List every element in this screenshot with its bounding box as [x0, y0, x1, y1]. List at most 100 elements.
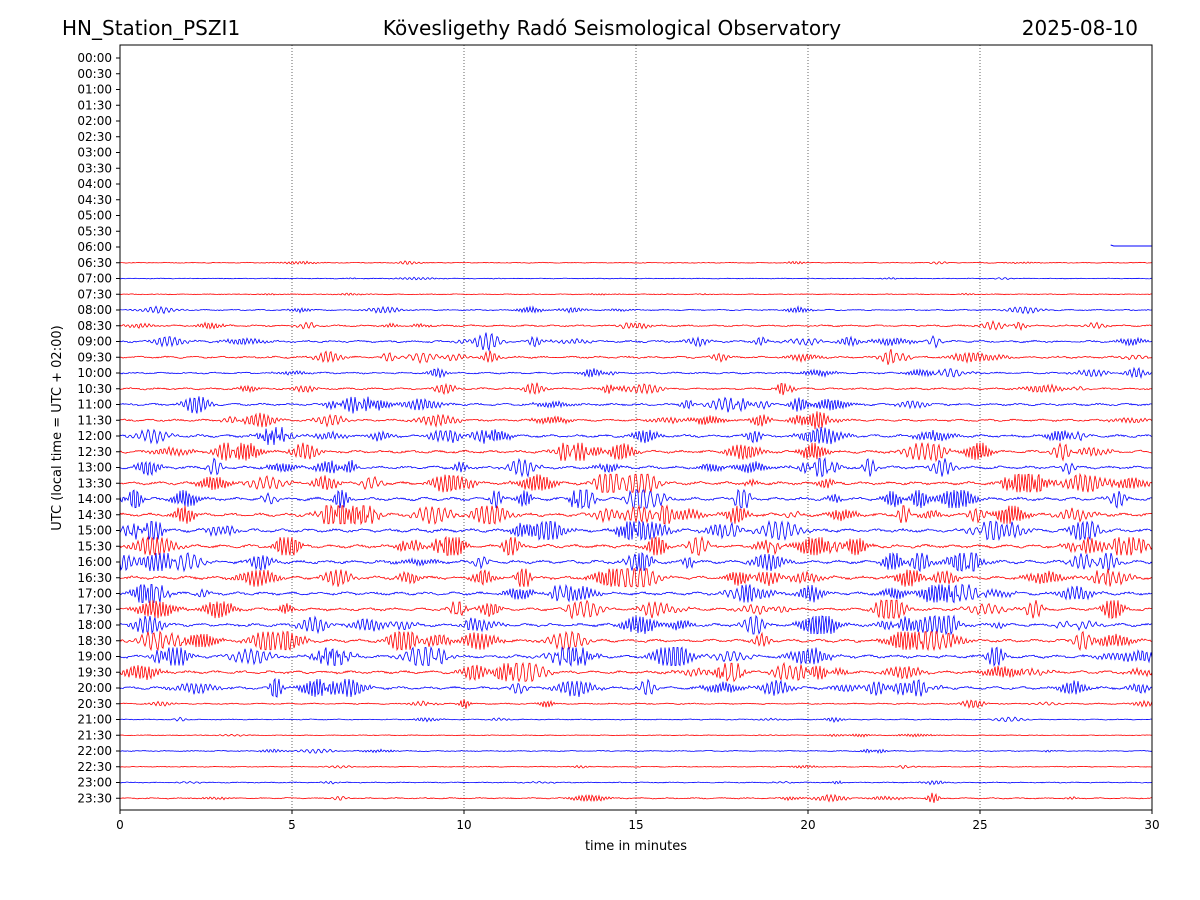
seismogram-traces — [119, 244, 1153, 803]
y-tick-label: 10:30 — [77, 382, 112, 396]
y-tick-label: 08:00 — [77, 303, 112, 317]
y-tick-label: 09:00 — [77, 335, 112, 349]
trace-11:00 — [119, 396, 1153, 414]
y-tick-label: 07:30 — [77, 287, 112, 301]
y-tick-label: 19:30 — [77, 665, 112, 679]
station-title: HN_Station_PSZI1 — [62, 16, 240, 40]
trace-11:30 — [119, 411, 1153, 430]
trace-13:30 — [119, 472, 1153, 493]
trace-17:30 — [119, 599, 1153, 620]
x-axis-label: time in minutes — [585, 839, 687, 854]
y-tick-label: 14:30 — [77, 508, 112, 522]
x-tick-label: 15 — [628, 818, 643, 832]
trace-21:00 — [119, 716, 1153, 724]
x-tick-label: 30 — [1144, 818, 1159, 832]
y-tick-label: 07:00 — [77, 272, 112, 286]
x-axis-ticks: 0 5 10 15 20 25 30 — [116, 810, 1160, 832]
trace-16:30 — [119, 568, 1153, 588]
y-tick-label: 12:00 — [77, 429, 112, 443]
trace-22:00 — [119, 748, 1153, 754]
y-tick-label: 15:00 — [77, 524, 112, 538]
y-tick-label: 23:00 — [77, 776, 112, 790]
trace-15:30 — [119, 535, 1153, 556]
trace-06:30 — [119, 260, 1153, 265]
y-tick-label: 22:00 — [77, 744, 112, 758]
y-tick-label: 04:00 — [77, 177, 112, 191]
y-tick-label: 00:00 — [77, 51, 112, 65]
y-tick-label: 13:00 — [77, 461, 112, 475]
y-tick-label: 08:30 — [77, 319, 112, 333]
trace-08:30 — [119, 320, 1153, 331]
trace-14:00 — [119, 488, 1153, 510]
trace-20:00 — [119, 677, 1153, 698]
trace-17:00 — [119, 583, 1153, 604]
trace-09:30 — [119, 349, 1153, 365]
trace-21:30 — [119, 733, 1153, 738]
y-tick-label: 10:00 — [77, 366, 112, 380]
trace-08:00 — [119, 305, 1153, 315]
trace-23:30 — [119, 792, 1153, 803]
trace-10:30 — [119, 382, 1153, 396]
y-tick-label: 17:00 — [77, 587, 112, 601]
trace-18:30 — [119, 630, 1153, 652]
trace-09:00 — [119, 332, 1153, 352]
trace-19:30 — [119, 661, 1153, 683]
trace-22:30 — [119, 764, 1153, 770]
y-tick-label: 02:00 — [77, 114, 112, 128]
observatory-title: Kövesligethy Radó Seismological Observat… — [383, 16, 841, 40]
y-axis-label: UTC (local time = UTC + 02:00) — [50, 325, 65, 530]
y-tick-label: 17:30 — [77, 602, 112, 616]
y-tick-label: 18:00 — [77, 618, 112, 632]
y-tick-label: 02:30 — [77, 130, 112, 144]
trace-20:30 — [119, 699, 1153, 709]
trace-13:00 — [119, 457, 1153, 478]
y-tick-label: 14:00 — [77, 492, 112, 506]
trace-12:00 — [119, 426, 1153, 446]
y-tick-label: 11:30 — [77, 413, 112, 427]
trace-10:00 — [119, 366, 1153, 380]
y-tick-label: 20:00 — [77, 681, 112, 695]
trace-16:00 — [119, 551, 1153, 573]
x-tick-label: 20 — [800, 818, 815, 832]
x-tick-label: 10 — [456, 818, 471, 832]
y-tick-label: 23:30 — [77, 791, 112, 805]
y-tick-label: 05:30 — [77, 224, 112, 238]
y-tick-label: 16:00 — [77, 555, 112, 569]
y-tick-label: 12:30 — [77, 445, 112, 459]
trace-23:00 — [119, 780, 1153, 786]
trace-06:00 — [1110, 244, 1152, 247]
y-tick-label: 05:00 — [77, 209, 112, 223]
date-title: 2025-08-10 — [1022, 16, 1138, 40]
y-tick-label: 06:00 — [77, 240, 112, 254]
y-tick-label: 03:30 — [77, 161, 112, 175]
trace-19:00 — [119, 646, 1153, 667]
trace-12:30 — [119, 442, 1153, 463]
y-tick-label: 09:30 — [77, 350, 112, 364]
y-tick-label: 21:00 — [77, 713, 112, 727]
trace-07:00 — [119, 276, 1153, 281]
trace-15:00 — [119, 519, 1153, 542]
y-tick-label: 04:30 — [77, 193, 112, 207]
x-tick-label: 0 — [116, 818, 124, 832]
trace-14:30 — [119, 504, 1153, 526]
y-tick-label: 06:30 — [77, 256, 112, 270]
y-tick-label: 16:30 — [77, 571, 112, 585]
trace-07:30 — [119, 292, 1153, 296]
y-tick-label: 21:30 — [77, 728, 112, 742]
y-tick-label: 03:00 — [77, 146, 112, 160]
y-tick-label: 00:30 — [77, 67, 112, 81]
y-tick-label: 13:30 — [77, 476, 112, 490]
x-tick-label: 5 — [288, 818, 296, 832]
y-tick-label: 22:30 — [77, 760, 112, 774]
y-tick-label: 11:00 — [77, 398, 112, 412]
y-tick-label: 01:00 — [77, 83, 112, 97]
trace-18:00 — [119, 614, 1153, 636]
y-tick-label: 19:00 — [77, 650, 112, 664]
y-tick-label: 20:30 — [77, 697, 112, 711]
y-tick-label: 18:30 — [77, 634, 112, 648]
x-tick-label: 25 — [972, 818, 987, 832]
y-tick-label: 15:30 — [77, 539, 112, 553]
